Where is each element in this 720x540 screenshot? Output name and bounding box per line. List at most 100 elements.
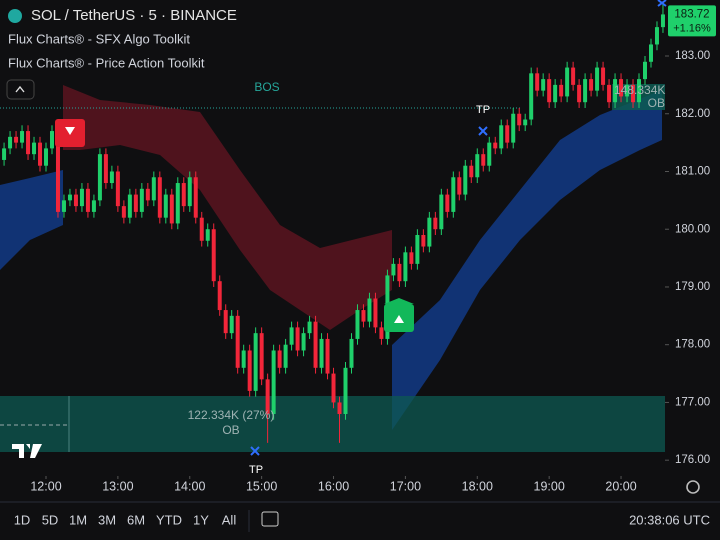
candle-body xyxy=(109,171,114,184)
candle-body xyxy=(67,194,72,201)
candle-body xyxy=(259,333,264,380)
candle-body xyxy=(379,327,384,339)
range-button[interactable]: 1D xyxy=(14,512,31,527)
range-button[interactable]: All xyxy=(222,512,237,527)
candle-body xyxy=(511,113,516,143)
candle-body xyxy=(343,367,348,414)
buy-arrow xyxy=(394,315,404,323)
range-button[interactable]: 3M xyxy=(98,512,116,527)
candle-body xyxy=(547,79,552,103)
bos-label: BOS xyxy=(254,80,279,94)
candle-body xyxy=(127,194,132,218)
y-tick-label: 176.00 xyxy=(675,454,710,466)
candle-body xyxy=(175,183,180,224)
candle-body xyxy=(139,188,144,212)
candle-body xyxy=(85,188,90,212)
candle-body xyxy=(313,321,318,368)
candle-body xyxy=(301,333,306,351)
candle-body xyxy=(187,177,192,207)
candle-body xyxy=(451,177,456,212)
candle-body xyxy=(589,79,594,91)
candle-body xyxy=(391,263,396,276)
y-tick-label: 182.00 xyxy=(675,108,710,120)
candle-body xyxy=(38,142,43,166)
ob-label: OB xyxy=(648,96,665,110)
candle-body xyxy=(445,194,450,212)
symbol-title[interactable]: SOL / TetherUS · 5 · BINANCE xyxy=(31,7,237,24)
trend-cloud xyxy=(63,85,392,330)
candle-body xyxy=(253,333,258,391)
range-button[interactable]: YTD xyxy=(156,512,182,527)
y-tick-label: 178.00 xyxy=(675,339,710,351)
candle-body xyxy=(595,67,600,91)
y-tick-label: 183.00 xyxy=(675,50,710,62)
time-axis: 12:00 13:00 14:00 15:00 16:00 17:00 18:00 19:00… xyxy=(30,476,637,493)
candle-body xyxy=(103,154,108,184)
y-tick-label: 179.00 xyxy=(675,281,710,293)
candle-body xyxy=(613,79,618,103)
candle-body xyxy=(121,206,126,218)
settings-button[interactable] xyxy=(686,480,700,494)
clock: 20:38:06 UTC xyxy=(629,512,710,527)
x-tick-label: 16:00 xyxy=(318,479,349,493)
date-range-button[interactable] xyxy=(261,511,279,527)
candle-body xyxy=(654,27,659,45)
sell-arrow xyxy=(65,127,75,135)
candle-body xyxy=(457,177,462,195)
indicator-name[interactable]: Flux Charts® - SFX Algo Toolkit xyxy=(8,31,190,46)
candle-body xyxy=(481,154,486,166)
tp-label: TP xyxy=(476,104,490,116)
candle-body xyxy=(211,229,216,282)
candle-body xyxy=(223,310,228,334)
candle-body xyxy=(433,217,438,230)
candle-body xyxy=(648,44,653,62)
candle-body xyxy=(409,252,414,264)
price-tag-value: 183.72 xyxy=(674,8,709,20)
collapse-icon xyxy=(15,85,25,93)
candle-body xyxy=(97,154,102,201)
ob-volume: 148.334K xyxy=(614,83,665,97)
ob-volume: 122.334K (27%) xyxy=(188,408,275,422)
candle-body xyxy=(193,177,198,218)
candle-body xyxy=(403,252,408,282)
candle-body xyxy=(637,79,642,103)
candle-body xyxy=(397,263,402,282)
candle-body xyxy=(427,217,432,247)
candle-body xyxy=(355,310,360,339)
symbol-logo xyxy=(8,9,22,23)
candle-body xyxy=(271,350,276,414)
candle-body xyxy=(277,350,282,368)
candle-body xyxy=(247,350,252,391)
candle-body xyxy=(660,14,665,28)
indicator-name[interactable]: Flux Charts® - Price Action Toolkit xyxy=(8,55,205,70)
candle-body xyxy=(32,142,37,155)
candle-body xyxy=(217,281,222,311)
candle-body xyxy=(553,84,558,103)
candle-body xyxy=(421,235,426,247)
candle-body xyxy=(20,131,25,143)
candle-body xyxy=(487,142,492,166)
candle-body xyxy=(91,200,96,212)
candle-body xyxy=(295,327,300,351)
candle-body xyxy=(73,194,78,207)
candle-body xyxy=(493,142,498,149)
candle-body xyxy=(625,84,630,97)
range-button[interactable]: 6M xyxy=(127,512,145,527)
x-tick-label: 17:00 xyxy=(390,479,421,493)
candle-body xyxy=(157,177,162,218)
candle-body xyxy=(565,67,570,97)
collapse-button[interactable] xyxy=(6,79,35,100)
range-button[interactable]: 1M xyxy=(69,512,87,527)
trend-cloud xyxy=(392,90,662,430)
candle-body xyxy=(169,194,174,224)
candle-body xyxy=(463,165,468,195)
buy-signal-tip xyxy=(384,298,414,304)
range-button[interactable]: 1Y xyxy=(193,512,209,527)
x-tick-label: 14:00 xyxy=(174,479,205,493)
y-tick-label: 180.00 xyxy=(675,223,710,235)
candle-body xyxy=(199,217,204,241)
range-button[interactable]: 5D xyxy=(42,512,59,527)
candle-body xyxy=(577,84,582,103)
candle-body xyxy=(325,338,330,374)
